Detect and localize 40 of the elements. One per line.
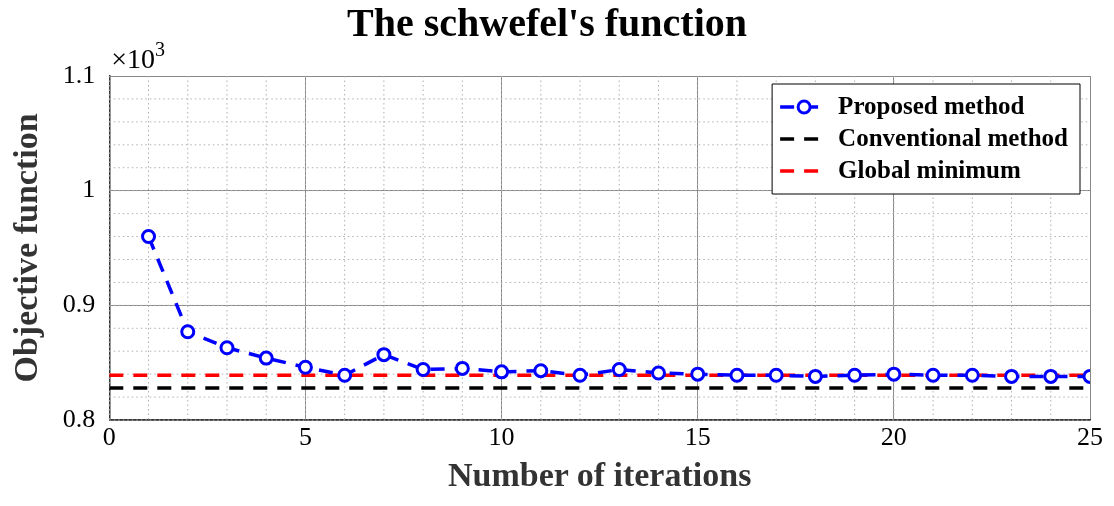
- point: [454, 360, 470, 376]
- y-tick-label: 0.9: [62, 289, 96, 319]
- y-axis-title: Objective function: [7, 113, 45, 383]
- point: [768, 367, 784, 383]
- point: [415, 362, 431, 378]
- point: [807, 368, 823, 384]
- point: [258, 350, 274, 366]
- x-axis-title: Number of iterations: [447, 456, 752, 494]
- y-tick-label: 1.1: [62, 59, 96, 89]
- point: [494, 364, 510, 380]
- point: [729, 367, 745, 383]
- point: [650, 365, 666, 381]
- x-tick-label: 20: [880, 422, 907, 452]
- x-tick-label: 10: [488, 422, 515, 452]
- point: [964, 367, 980, 383]
- point: [690, 366, 706, 382]
- point: [337, 367, 353, 383]
- point: [297, 359, 313, 375]
- point: [533, 363, 549, 379]
- point: [219, 340, 235, 356]
- point: [1043, 368, 1059, 384]
- point: [180, 324, 196, 340]
- x-tick-label: 15: [684, 422, 711, 452]
- legend-label: Global minimum: [838, 156, 1021, 184]
- point: [611, 362, 627, 378]
- y-tick-label: 1: [82, 174, 96, 204]
- x-tick-label: 5: [298, 422, 312, 452]
- x-tick-label: 0: [102, 422, 116, 452]
- chart-title: The schwefel's function: [347, 0, 747, 46]
- point: [572, 367, 588, 383]
- point: [847, 367, 863, 383]
- point: [925, 367, 941, 383]
- point: [376, 347, 392, 363]
- y-tick-label: 0.8: [62, 403, 96, 433]
- point: [886, 366, 902, 382]
- x-tick-label: 25: [1077, 422, 1103, 452]
- legend-label: Conventional method: [838, 124, 1069, 152]
- legend-label: Proposed method: [838, 92, 1025, 120]
- point: [1004, 368, 1020, 384]
- point: [141, 229, 157, 245]
